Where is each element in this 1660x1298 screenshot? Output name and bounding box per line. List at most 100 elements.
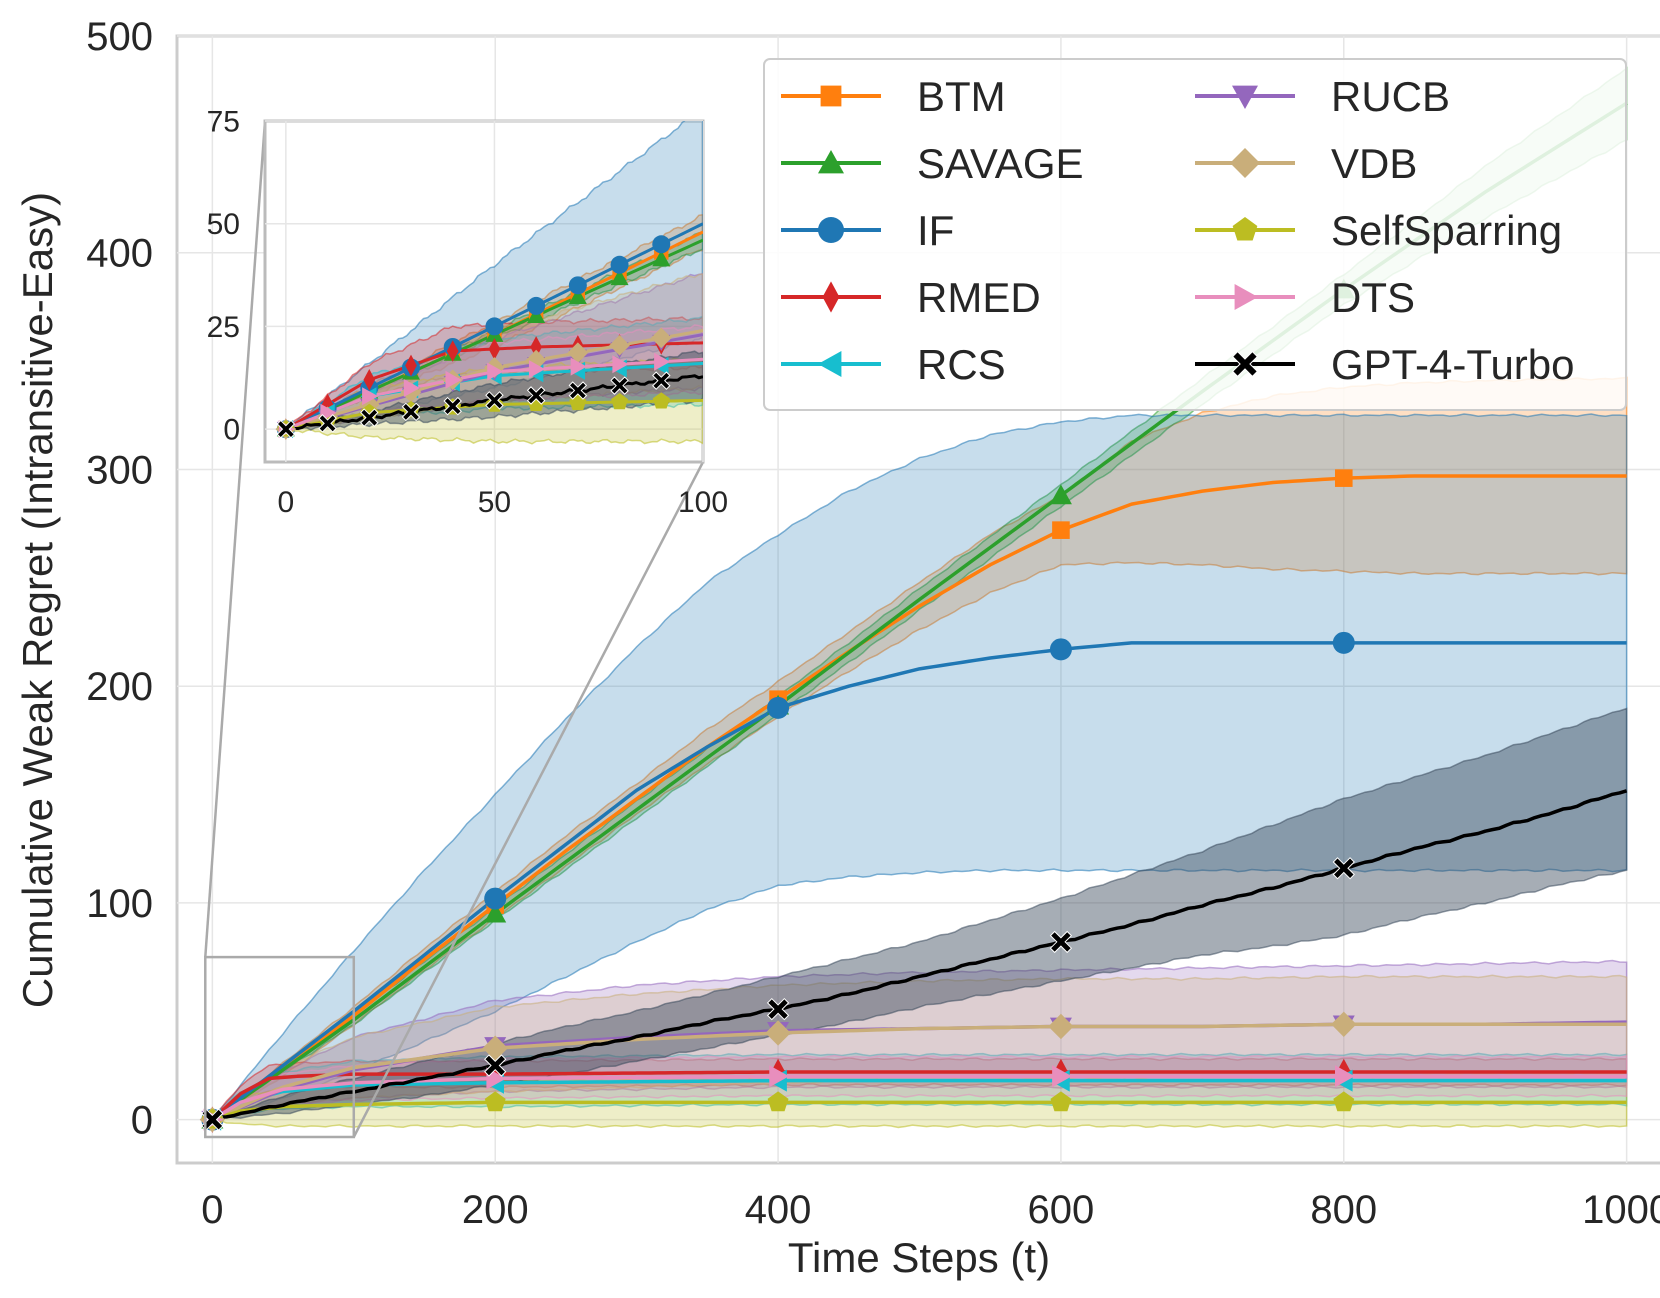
inset-plot: 0 50 100 0 25 50 75 bbox=[207, 106, 728, 520]
inset-y-tick-label: 75 bbox=[207, 106, 240, 139]
line-btm bbox=[211, 474, 1627, 1122]
inset-marker-rmed bbox=[405, 354, 417, 377]
marker-selfsparring bbox=[1050, 1091, 1072, 1112]
legend-label-gpt-4-turbo: GPT-4-Turbo bbox=[1331, 341, 1575, 388]
inset-y-tick-labels: 0 25 50 75 bbox=[207, 106, 240, 447]
marker-gpt-4-turbo bbox=[1049, 930, 1073, 954]
line-dts bbox=[211, 1074, 1627, 1122]
legend-marker-gpt-4-turbo bbox=[1231, 350, 1259, 378]
legend-item-rmed: RMED bbox=[781, 274, 1041, 321]
legend-marker-savage bbox=[818, 150, 844, 174]
inset-marker-vdb bbox=[650, 327, 672, 349]
inset-marker-if bbox=[527, 296, 546, 315]
x-tick-label: 0 bbox=[201, 1188, 223, 1232]
inset-marker-dts bbox=[654, 352, 671, 371]
marker-dts bbox=[1052, 1065, 1072, 1088]
legend-label-rcs: RCS bbox=[917, 341, 1006, 388]
line-vdb bbox=[211, 1022, 1627, 1122]
legend-item-btm: BTM bbox=[781, 73, 1006, 120]
legend-marker-btm bbox=[820, 85, 842, 107]
x-axis-label: Time Steps (t) bbox=[788, 1234, 1050, 1281]
inset-marker-if bbox=[568, 276, 587, 295]
legend-marker-rucb bbox=[1232, 85, 1258, 109]
legend-marker-dts bbox=[1234, 284, 1258, 310]
inset-marker-gpt-4-turbo bbox=[401, 402, 421, 422]
inset-marker-if bbox=[652, 235, 671, 254]
inset-marker-gpt-4-turbo bbox=[652, 371, 671, 390]
legend-box bbox=[763, 58, 1627, 411]
zoom-indicator bbox=[204, 120, 705, 1139]
inset-marker-gpt-4-turbo bbox=[568, 381, 588, 400]
line-gpt-4-turbo bbox=[211, 789, 1628, 1122]
x-tick-label: 400 bbox=[745, 1188, 812, 1232]
inset-marker-rmed bbox=[446, 340, 459, 362]
inset-marker-selfsparring bbox=[611, 393, 629, 410]
y-tick-label: 500 bbox=[86, 15, 153, 59]
legend-label-savage: SAVAGE bbox=[917, 140, 1084, 187]
inset-marker-vdb bbox=[609, 334, 630, 356]
inset-marker-savage bbox=[568, 287, 587, 305]
legend-item-dts: DTS bbox=[1195, 274, 1415, 321]
inset-marker-dts bbox=[445, 370, 462, 389]
legend-item-if: IF bbox=[781, 207, 954, 254]
inset-y-tick-label: 0 bbox=[223, 414, 240, 447]
inset-marker-dts bbox=[362, 387, 379, 406]
marker-btm bbox=[1052, 521, 1070, 539]
marker-savage bbox=[484, 902, 507, 923]
marker-gpt-4-turbo bbox=[766, 997, 790, 1021]
marker-btm bbox=[1334, 469, 1353, 487]
inset-marker-gpt-4-turbo bbox=[485, 391, 504, 410]
marker-gpt-4-turbo bbox=[484, 1054, 507, 1077]
inset-marker-dts bbox=[528, 360, 546, 379]
inset-x-tick-label: 50 bbox=[478, 486, 511, 519]
marker-if bbox=[1332, 631, 1355, 654]
marker-vdb bbox=[1331, 1011, 1357, 1037]
legend-item-rucb: RUCB bbox=[1195, 73, 1450, 120]
legend-label-if: IF bbox=[917, 207, 954, 254]
marker-vdb bbox=[765, 1020, 791, 1046]
inset-marker-rmed bbox=[488, 338, 501, 360]
inset-marker-rmed bbox=[530, 336, 542, 358]
inset-marker-gpt-4-turbo bbox=[276, 419, 296, 439]
legend-marker-if bbox=[818, 217, 844, 243]
marker-selfsparring bbox=[1333, 1091, 1355, 1112]
marker-dts bbox=[1334, 1065, 1355, 1088]
legend-item-selfsparring: SelfSparring bbox=[1195, 207, 1562, 254]
inset-x-tick-label: 100 bbox=[678, 486, 728, 519]
legend-marker-vdb bbox=[1230, 148, 1260, 178]
marker-gpt-4-turbo bbox=[201, 1108, 224, 1131]
legend-label-rucb: RUCB bbox=[1331, 73, 1450, 120]
inset-marker-selfsparring bbox=[652, 392, 670, 409]
inset-marker-savage bbox=[652, 250, 671, 267]
inset-marker-vdb bbox=[525, 349, 547, 371]
inset-marker-gpt-4-turbo bbox=[318, 414, 337, 433]
marker-if bbox=[484, 887, 507, 910]
inset-marker-dts bbox=[487, 362, 504, 381]
inset-marker-dts bbox=[403, 379, 420, 398]
y-tick-label: 0 bbox=[131, 1099, 153, 1143]
inset-marker-dts bbox=[612, 355, 629, 374]
zoom-connector-line bbox=[204, 120, 267, 958]
zoom-connector-line bbox=[352, 461, 705, 1138]
legend-item-rcs: RCS bbox=[781, 341, 1006, 388]
marker-gpt-4-turbo bbox=[1332, 857, 1355, 880]
legend-marker-rcs bbox=[818, 351, 842, 377]
marker-dts bbox=[769, 1065, 790, 1088]
inset-marker-dts bbox=[570, 357, 587, 376]
legend-label-vdb: VDB bbox=[1331, 140, 1417, 187]
legend-item-vdb: VDB bbox=[1195, 140, 1417, 187]
inset-series-markers bbox=[275, 235, 672, 440]
inset-marker-vdb bbox=[567, 342, 589, 364]
x-tick-label: 800 bbox=[1310, 1188, 1377, 1232]
legend-label-dts: DTS bbox=[1331, 274, 1415, 321]
y-tick-labels: 0 100 200 300 400 500 bbox=[86, 15, 153, 1143]
inset-marker-gpt-4-turbo bbox=[360, 408, 379, 427]
line-rcs bbox=[211, 1078, 1627, 1122]
legend-label-selfsparring: SelfSparring bbox=[1331, 207, 1562, 254]
y-tick-label: 100 bbox=[86, 882, 153, 926]
legend-item-gpt-4-turbo: GPT-4-Turbo bbox=[1195, 341, 1575, 388]
inset-marker-gpt-4-turbo bbox=[610, 376, 629, 395]
y-tick-label: 300 bbox=[86, 448, 153, 492]
